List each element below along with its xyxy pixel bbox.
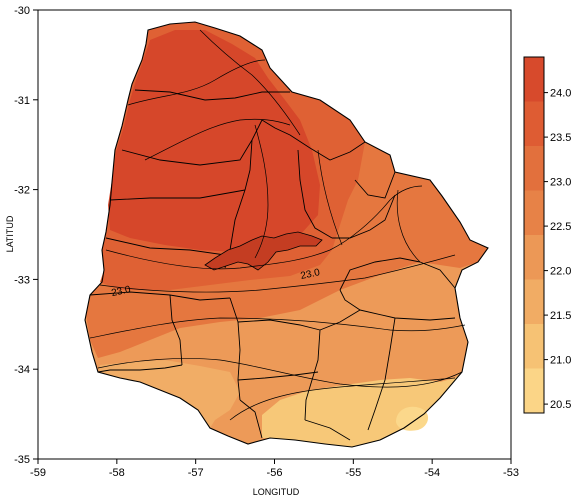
colorbar-label: 22.0 [550, 266, 571, 278]
x-axis-title: LONGITUD [253, 487, 300, 497]
colorbar: 24.0 23.5 23.0 22.5 22.0 21.5 21.0 20.5 [523, 56, 571, 414]
contour-label: 23.0 [110, 284, 132, 299]
country-outline [84, 21, 489, 448]
x-tick-label: -54 [424, 467, 440, 479]
x-tick-label: -56 [267, 467, 283, 479]
colorbar-label: 22.5 [550, 221, 571, 233]
x-tick-label: -53 [503, 467, 519, 479]
colorbar-swatch [524, 368, 544, 414]
colorbar-swatch [524, 235, 544, 280]
colorbar-label: 20.5 [550, 399, 571, 411]
region-fill-coolest [396, 406, 429, 431]
y-tick-label: -33 [14, 274, 30, 286]
colorbar-swatch [524, 101, 544, 147]
x-tick-label: -59 [30, 467, 46, 479]
y-axis-title: LATITUD [5, 215, 15, 252]
region-fill-cool [262, 372, 462, 447]
y-axis: -30 -31 -32 -33 -34 -35 [14, 5, 38, 466]
x-tick-label: -58 [109, 467, 125, 479]
y-tick-label: -34 [14, 364, 30, 376]
colorbar-swatch [524, 146, 544, 191]
x-axis: -59 -58 -57 -56 -55 -54 -53 [30, 459, 519, 479]
colorbar-label: 21.5 [550, 310, 571, 322]
y-tick-label: -31 [14, 95, 30, 107]
region-fill-hot [108, 30, 320, 252]
department-boundaries [89, 89, 456, 441]
contour-label: 23.0 [300, 267, 322, 282]
colorbar-frame [523, 56, 545, 414]
y-tick-label: -35 [14, 454, 30, 466]
colorbar-label: 23.0 [550, 177, 571, 189]
region-fill-west [98, 360, 240, 428]
colorbar-swatch [524, 57, 544, 102]
colorbar-label: 24.0 [550, 88, 571, 100]
y-tick-label: -32 [14, 185, 30, 197]
colorbar-label: 21.0 [550, 355, 571, 367]
colorbar-swatch [524, 324, 544, 369]
reservoir-shape [204, 231, 323, 271]
isotherm-lines [89, 29, 466, 421]
colorbar-label: 23.5 [550, 132, 571, 144]
x-tick-label: -57 [188, 467, 204, 479]
colorbar-swatch [524, 279, 544, 325]
x-tick-label: -55 [345, 467, 361, 479]
colorbar-swatch [524, 190, 544, 236]
y-tick-label: -30 [14, 5, 30, 17]
contour-labels: 23.0 23.0 [110, 267, 321, 299]
